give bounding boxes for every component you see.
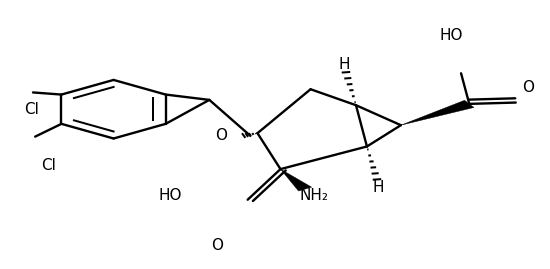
- Polygon shape: [280, 169, 312, 191]
- Text: H: H: [372, 180, 384, 195]
- Text: Cl: Cl: [24, 102, 38, 117]
- Text: HO: HO: [158, 188, 182, 203]
- Text: O: O: [216, 128, 227, 143]
- Text: HO: HO: [439, 29, 463, 44]
- Text: Cl: Cl: [41, 158, 56, 173]
- Text: NH₂: NH₂: [300, 188, 329, 203]
- Polygon shape: [401, 100, 474, 125]
- Text: O: O: [522, 80, 535, 95]
- Text: O: O: [212, 238, 223, 253]
- Text: H: H: [338, 57, 350, 72]
